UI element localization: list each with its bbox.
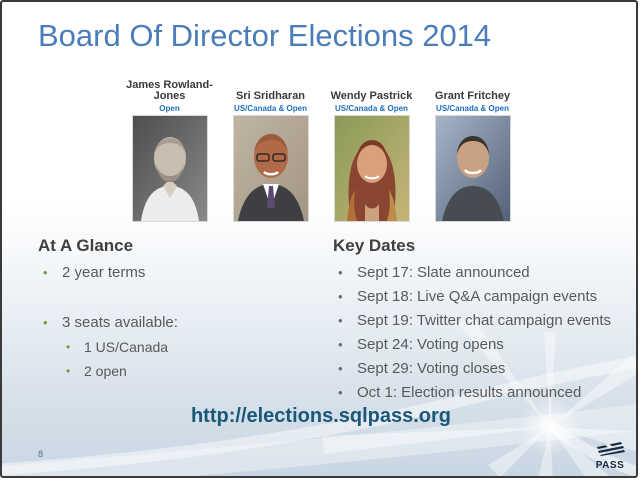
candidate-seat: Open (159, 104, 180, 113)
key-dates-heading: Key Dates (333, 236, 416, 255)
candidate-photo-james (131, 115, 208, 222)
list-item-label: Sept 29: Voting closes (357, 360, 506, 377)
bullet-icon: • (43, 315, 48, 330)
candidate-name: Wendy Pastrick (330, 90, 413, 102)
list-item-label: 2 year terms (62, 264, 146, 281)
at-a-glance-list: • 2 year terms • 3 seats available: (38, 261, 318, 335)
bullet-icon: • (66, 364, 71, 378)
candidates-row: James Rowland-Jones Open S (119, 73, 529, 222)
list-item-label: Sept 18: Live Q&A campaign events (357, 288, 598, 305)
list-item: • Sept 24: Voting opens (333, 333, 633, 357)
bullet-icon: • (338, 385, 343, 400)
candidate-photo-grant (434, 115, 511, 222)
at-a-glance-sublist: • 1 US/Canada • 2 open (38, 335, 318, 383)
candidate-seat: US/Canada & Open (436, 104, 509, 113)
bullet-icon: • (66, 340, 71, 354)
candidate-label: James Rowland-Jones Open (119, 73, 220, 114)
candidate-photo-wendy (333, 115, 410, 222)
candidate-label: Sri Sridharan US/Canada & Open (234, 73, 307, 114)
list-item: • 2 open (62, 359, 318, 383)
at-a-glance-heading: At A Glance (38, 236, 134, 255)
bullet-icon: • (338, 337, 343, 352)
list-item: • Sept 29: Voting closes (333, 357, 633, 381)
candidate-name: Grant Fritchey (434, 90, 511, 102)
candidate-seat: US/Canada & Open (335, 104, 408, 113)
key-dates-list: • Sept 17: Slate announced • Sept 18: Li… (333, 261, 633, 405)
list-item-label: Sept 19: Twitter chat campaign events (357, 312, 612, 329)
bullet-icon: • (43, 265, 48, 280)
candidate-james: James Rowland-Jones Open (119, 73, 220, 222)
list-item: • Sept 18: Live Q&A campaign events (333, 285, 633, 309)
list-item-label: 1 US/Canada (84, 339, 169, 355)
list-item-label: 2 open (84, 363, 127, 379)
candidate-name: Sri Sridharan (235, 90, 306, 102)
pass-stripes-icon (597, 442, 625, 456)
pass-logo-text: PASS (595, 460, 625, 471)
bullet-icon: • (338, 313, 343, 328)
candidate-sri: Sri Sridharan US/Canada & Open (220, 73, 321, 222)
bullet-icon: • (338, 361, 343, 376)
slide-title: Board Of Director Elections 2014 (38, 18, 492, 53)
list-item-label: Sept 24: Voting opens (357, 336, 504, 353)
elections-url-link[interactable]: http://elections.sqlpass.org (190, 405, 452, 427)
page-number: 8 (38, 449, 44, 459)
list-item: • 3 seats available: (38, 311, 318, 335)
list-item: • Sept 19: Twitter chat campaign events (333, 309, 633, 333)
list-item: • 1 US/Canada (62, 335, 318, 359)
candidate-label: Wendy Pastrick US/Canada & Open (330, 73, 413, 114)
key-dates-section: Key Dates • Sept 17: Slate announced • S… (333, 236, 633, 405)
list-item-label: Sept 17: Slate announced (357, 264, 530, 281)
bullet-icon: • (338, 265, 343, 280)
list-item: • 2 year terms (38, 261, 318, 285)
list-item: • Oct 1: Election results announced (333, 381, 633, 405)
candidate-wendy: Wendy Pastrick US/Canada & Open (321, 73, 422, 222)
candidate-photo-sri (232, 115, 309, 222)
candidate-seat: US/Canada & Open (234, 104, 307, 113)
pass-logo: PASS (592, 442, 628, 471)
list-item-label: Oct 1: Election results announced (357, 384, 582, 401)
candidate-label: Grant Fritchey US/Canada & Open (434, 73, 511, 114)
list-item-label: 3 seats available: (62, 314, 178, 331)
candidate-name: James Rowland-Jones (126, 79, 213, 102)
candidate-grant: Grant Fritchey US/Canada & Open (422, 73, 523, 222)
bullet-icon: • (338, 289, 343, 304)
list-item: • Sept 17: Slate announced (333, 261, 633, 285)
at-a-glance-section: At A Glance • 2 year terms • 3 seats ava… (38, 236, 318, 383)
